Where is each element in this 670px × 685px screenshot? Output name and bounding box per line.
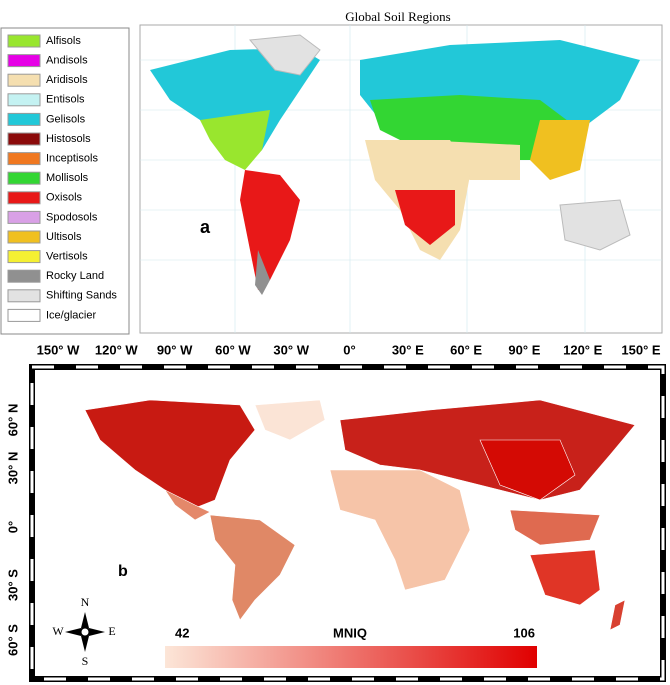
longitude-label: 150° E	[621, 342, 661, 357]
longitude-label: 150° W	[37, 342, 81, 357]
map-a-land	[150, 34, 640, 295]
map-b-border	[30, 365, 665, 681]
latitude-label: 0°	[5, 521, 20, 533]
latitude-label: 30° S	[5, 569, 20, 601]
legend-swatch	[7, 308, 41, 322]
legend-swatch	[7, 191, 41, 205]
legend-swatch	[7, 210, 41, 224]
compass-label: N	[81, 595, 90, 609]
map-title: Global Soil Regions	[345, 9, 450, 24]
longitude-label: 90° W	[157, 342, 193, 357]
compass-label: S	[82, 654, 89, 668]
colorbar	[165, 646, 537, 668]
legend-label: Alfisols	[46, 35, 81, 47]
legend-swatch	[7, 112, 41, 126]
legend-swatch	[7, 34, 41, 48]
legend-label: Aridisols	[46, 74, 88, 86]
legend-label: Rocky Land	[46, 270, 104, 282]
legend-label: Ultisols	[46, 231, 82, 243]
compass-label: W	[52, 624, 64, 638]
latitude-label: 30° N	[5, 452, 20, 485]
panel-label: b	[118, 563, 128, 580]
legend-label: Andisols	[46, 55, 88, 67]
legend-label: Gelisols	[46, 113, 86, 125]
legend-swatch	[7, 93, 41, 107]
longitude-label: 0°	[343, 342, 355, 357]
longitude-label: 30° W	[273, 342, 309, 357]
legend-swatch	[7, 250, 41, 264]
legend-label: Oxisols	[46, 192, 83, 204]
legend-swatch	[7, 152, 41, 166]
latitude-label: 60° N	[5, 404, 20, 437]
legend-label: Shifting Sands	[46, 290, 117, 302]
legend-label: Spodosols	[46, 211, 98, 223]
longitude-label: 90° E	[508, 342, 540, 357]
longitude-label: 60° W	[215, 342, 251, 357]
compass-label: E	[108, 624, 115, 638]
legend-swatch	[7, 171, 41, 185]
legend-swatch	[7, 289, 41, 303]
colorbar-min: 42	[175, 625, 189, 640]
map-b-land	[84, 399, 636, 631]
colorbar-title: MNIQ	[333, 625, 367, 640]
legend-swatch	[7, 54, 41, 68]
legend-label: Inceptisols	[46, 153, 98, 165]
latitude-label: 60° S	[5, 624, 20, 656]
longitude-label: 120° E	[563, 342, 603, 357]
legend-label: Histosols	[46, 133, 91, 145]
legend-swatch	[7, 230, 41, 244]
legend-label: Mollisols	[46, 172, 89, 184]
compass-rose	[65, 612, 105, 652]
panel-label: a	[200, 217, 211, 237]
longitude-label: 60° E	[450, 342, 482, 357]
legend-swatch	[7, 132, 41, 146]
legend-label: Entisols	[46, 94, 85, 106]
legend-swatch	[7, 73, 41, 87]
longitude-label: 120° W	[95, 342, 139, 357]
legend-label: Ice/glacier	[46, 309, 96, 321]
colorbar-max: 106	[513, 625, 535, 640]
legend-swatch	[7, 269, 41, 283]
legend-label: Vertisols	[46, 251, 88, 263]
longitude-label: 30° E	[392, 342, 424, 357]
